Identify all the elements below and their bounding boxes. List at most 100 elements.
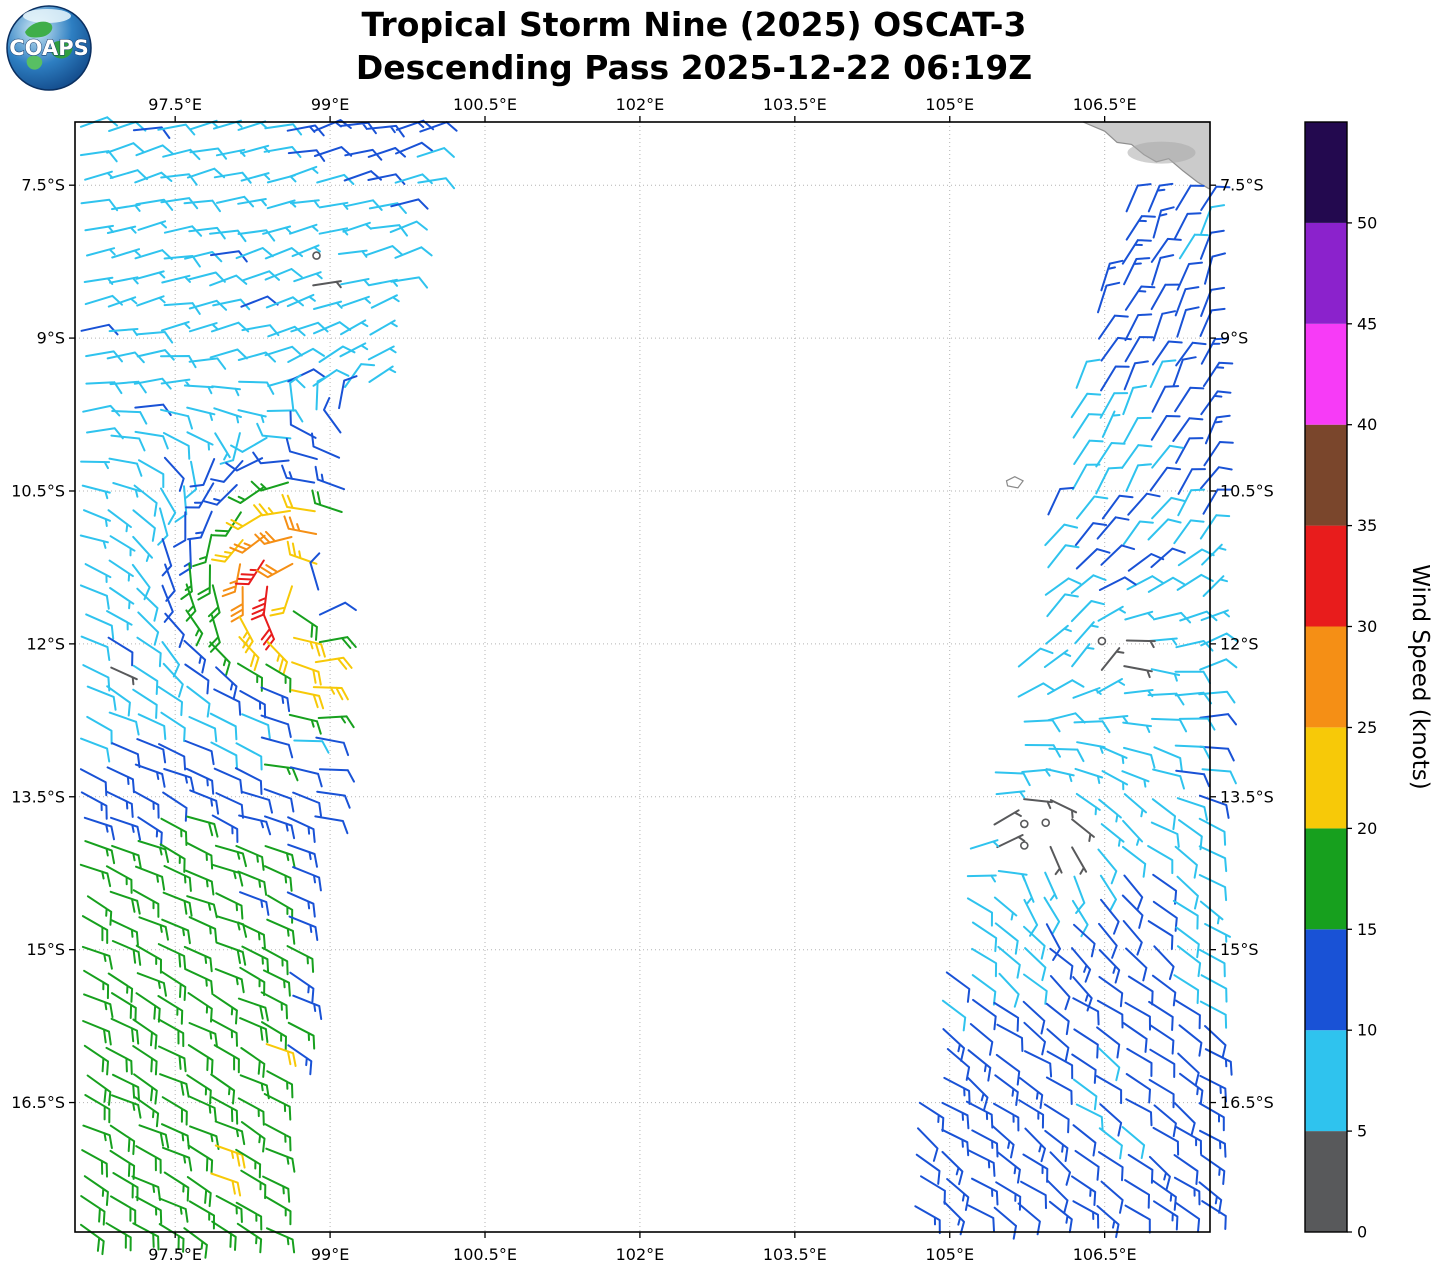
wind-barb: [160, 711, 186, 743]
wind-barb: [1049, 947, 1074, 980]
wind-barb: [1122, 1022, 1148, 1053]
wind-barb: [1044, 871, 1058, 901]
wind-barb: [238, 380, 275, 395]
wind-barb: [79, 768, 108, 797]
wind-barb: [1121, 444, 1153, 469]
wind-barb: [1100, 336, 1132, 362]
wind-barb: [1152, 768, 1185, 790]
wind-barb: [994, 922, 1019, 955]
wind-barb: [106, 766, 135, 794]
wind-barb: [289, 971, 315, 1003]
wind-barb: [337, 249, 368, 258]
wind-barb: [214, 968, 245, 994]
wind-barb: [914, 1205, 941, 1235]
wind-barb: [1153, 1200, 1179, 1231]
wind-barb: [1125, 183, 1152, 213]
wind-barb: [1072, 976, 1093, 1012]
wind-barb: [1100, 898, 1120, 935]
wind-barb: [131, 563, 151, 601]
colorbar-bin: [1305, 626, 1347, 728]
wind-barb: [86, 247, 116, 257]
wind-barb: [160, 487, 177, 525]
wind-barb: [107, 296, 138, 308]
wind-barb: [157, 685, 183, 717]
wind-barb: [132, 1222, 160, 1251]
wind-barb: [111, 940, 142, 966]
wind-barb: [1018, 1099, 1045, 1129]
wind-barb: [209, 348, 248, 360]
wind-barb: [105, 1222, 132, 1252]
wind-barb: [1021, 768, 1052, 777]
wind-barb: [108, 328, 139, 337]
wind-barb: [1075, 1103, 1104, 1131]
wind-barb: [292, 994, 323, 1020]
wind-barb: [1178, 819, 1203, 851]
wind-barb: [395, 141, 434, 155]
globe-circle: [6, 5, 92, 91]
wind-barb: [1096, 999, 1124, 1029]
wind-barb: [996, 1023, 1024, 1052]
wind-barb: [971, 921, 998, 953]
wind-barb: [292, 791, 322, 817]
wind-barb: [162, 662, 184, 698]
wind-barb: [135, 992, 161, 1023]
grid: [75, 122, 1210, 1232]
wind-barb: [920, 1175, 946, 1205]
wind-barb: [1073, 1028, 1099, 1059]
wind-barb: [1123, 665, 1153, 679]
wind-barb: [311, 489, 343, 513]
wind-barb: [941, 1101, 970, 1130]
wind-barb: [1178, 233, 1209, 260]
wind-barb: [1176, 797, 1208, 821]
wind-barb: [109, 169, 148, 181]
wind-barb: [185, 460, 198, 499]
wind-barb: [229, 534, 266, 554]
wind-barb: [1123, 874, 1144, 911]
wind-barb: [1147, 692, 1185, 706]
wind-barb: [1071, 899, 1089, 938]
wind-barb: [83, 1175, 109, 1206]
wind-barb: [1176, 875, 1199, 910]
globe-continent: [26, 55, 43, 70]
lat-tick-label-left: 9°S: [37, 329, 65, 348]
wind-barb: [1074, 1149, 1100, 1181]
wind-barb: [370, 224, 408, 237]
wind-barb: [84, 1094, 111, 1124]
wind-barb: [315, 736, 350, 757]
wind-barb: [290, 689, 325, 710]
wind-barb: [1122, 721, 1152, 733]
wind-barb: [286, 124, 325, 137]
wind-barb: [237, 997, 269, 1022]
wind-barb: [137, 840, 170, 863]
wind-barb: [214, 1144, 246, 1169]
wind-barb: [1199, 1074, 1227, 1103]
coaps-logo: COAPS: [5, 4, 93, 92]
wind-barb: [370, 294, 400, 309]
wind-barb: [138, 459, 165, 489]
wind-barb: [1074, 522, 1108, 547]
wind-barb: [263, 1093, 292, 1121]
wind-barb: [971, 1177, 999, 1206]
wind-barb: [1098, 975, 1124, 1008]
wind-barb: [1017, 1202, 1041, 1236]
wind-barb: [292, 866, 322, 892]
wind-barb: [163, 768, 195, 792]
wind-barb: [112, 1073, 140, 1102]
wind-barb: [235, 845, 265, 871]
wind-barb: [943, 1201, 965, 1236]
lat-tick-label-right: 12°S: [1220, 634, 1259, 653]
wind-barb: [1043, 1103, 1070, 1134]
wind-barb: [265, 663, 292, 693]
wind-barb: [292, 610, 318, 641]
wind-barb: [189, 1125, 220, 1150]
colorbar-frame: [1304, 121, 1348, 1233]
wind-barb: [338, 375, 358, 410]
wind-barb: [137, 611, 160, 646]
wind-barb: [1100, 647, 1125, 671]
wind-barb: [1098, 1047, 1121, 1082]
wind-barb: [1122, 845, 1147, 878]
wind-barb: [1023, 925, 1046, 960]
wind-barb: [1098, 798, 1122, 823]
wind-barb: [995, 1181, 1022, 1211]
